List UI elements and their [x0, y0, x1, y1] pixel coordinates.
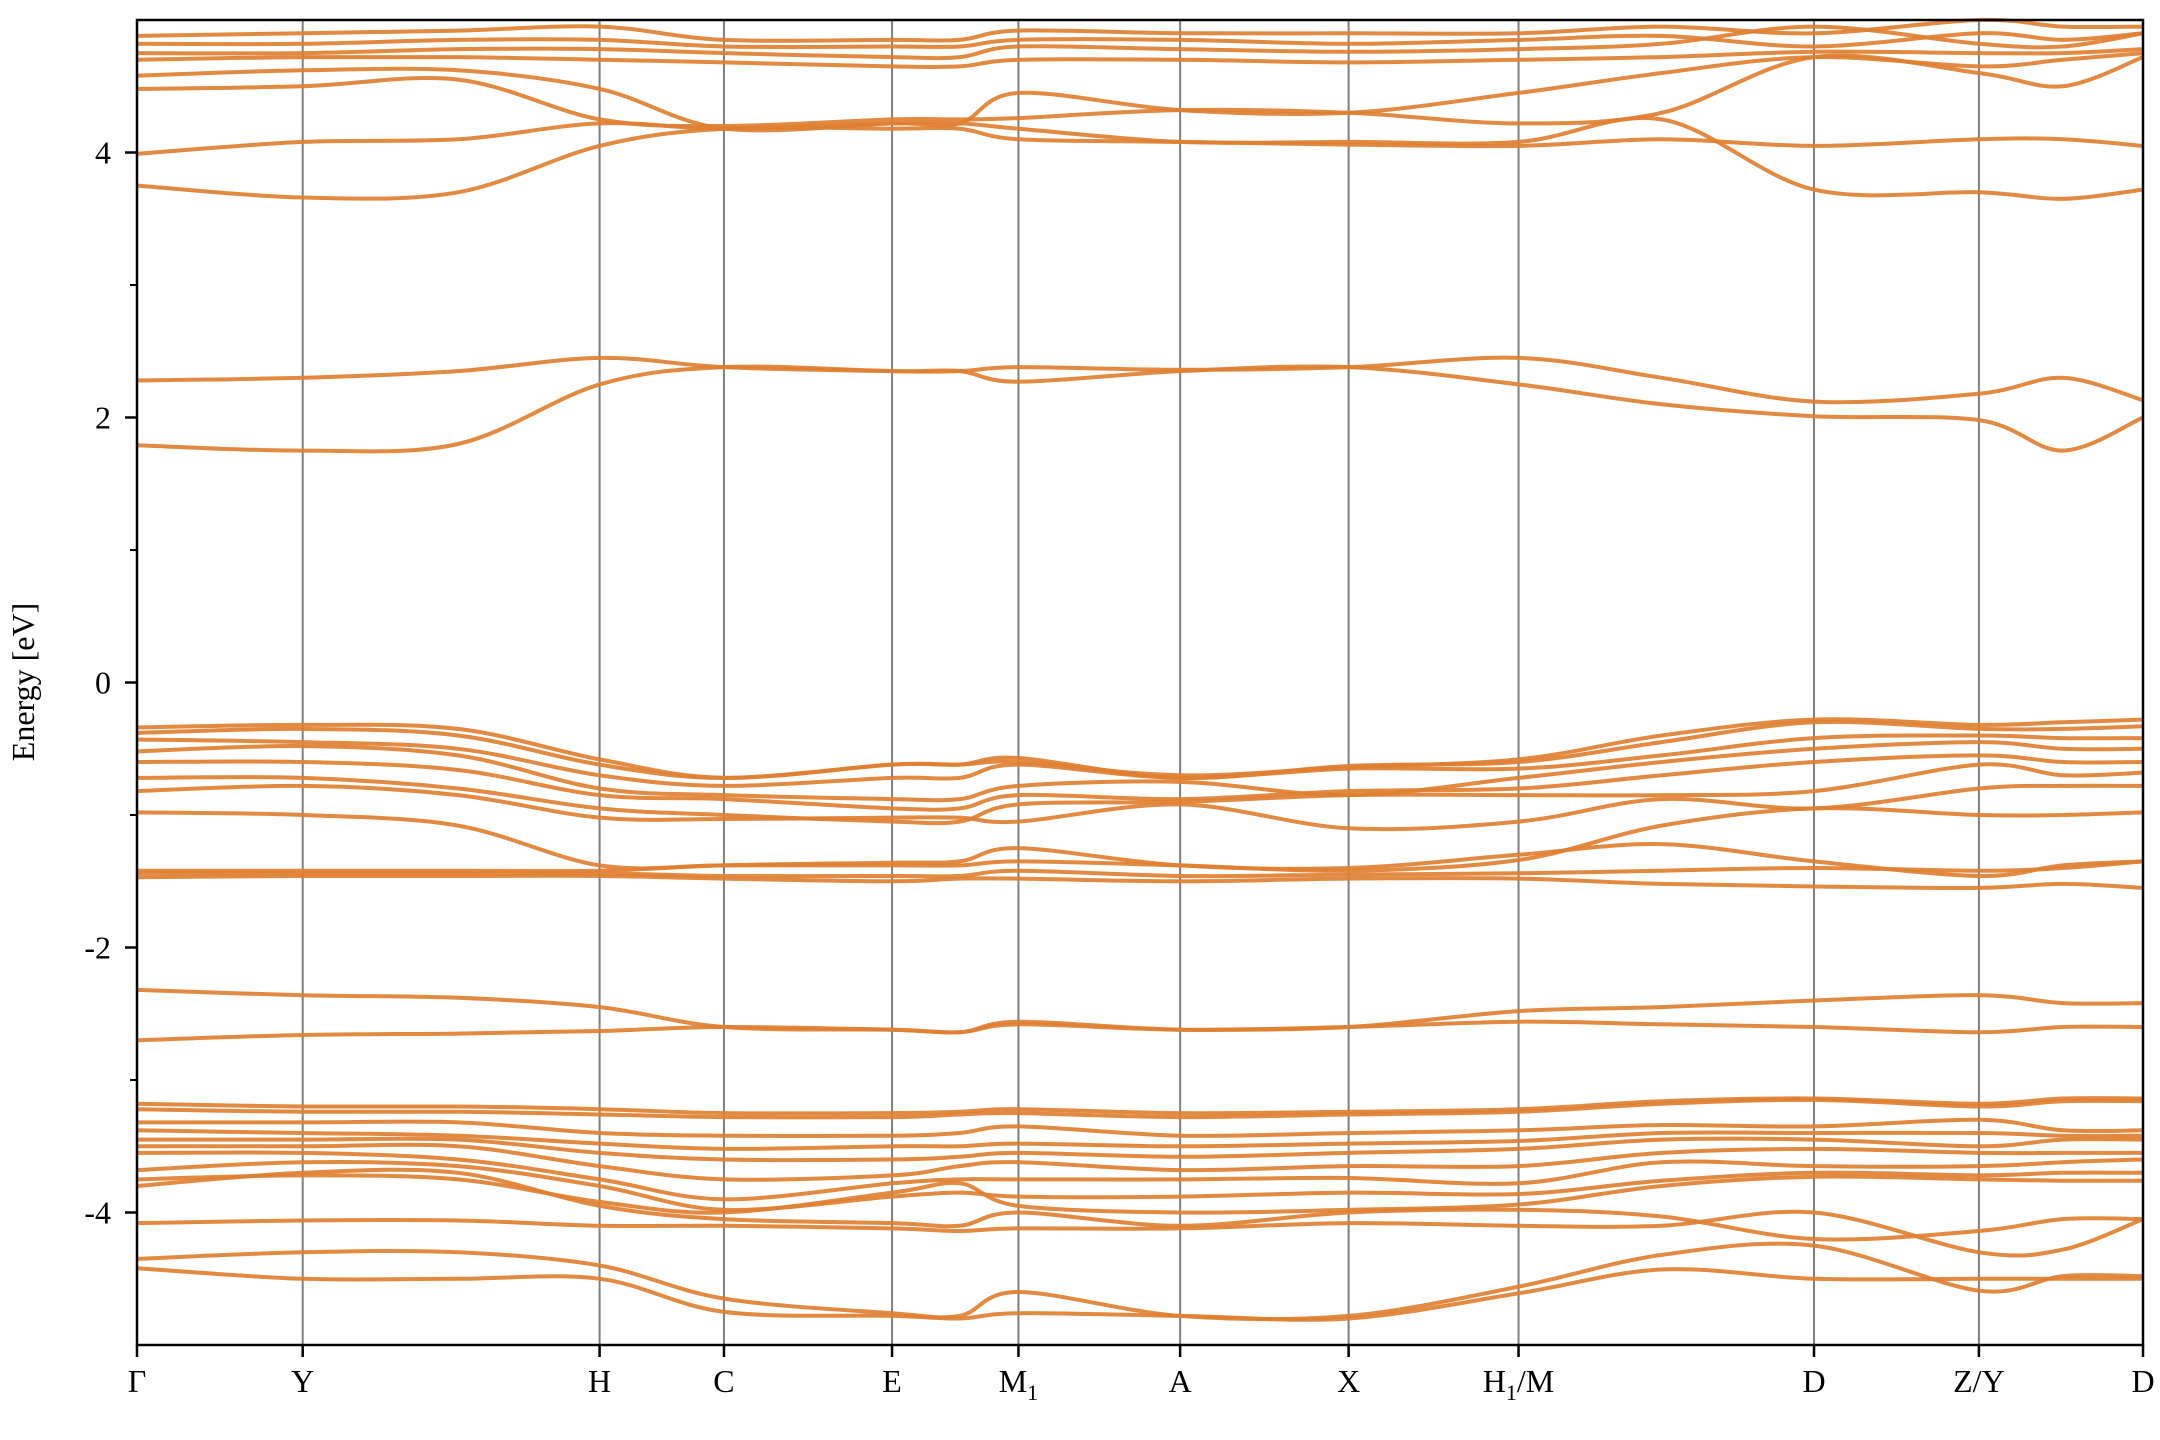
band-line-11: [136, 1097, 2144, 1120]
band-line-16: [137, 859, 2144, 879]
band-line-10: [136, 1117, 2144, 1138]
y-tick-label: 4: [95, 135, 111, 171]
k-point-label: X: [1337, 1363, 1360, 1399]
high-symmetry-lines: [301, 20, 1980, 1345]
k-point-label: M1: [999, 1363, 1038, 1405]
band-lines: [136, 17, 2144, 1322]
band-line-12: [136, 1096, 2144, 1116]
band-line-0: [136, 1266, 2143, 1322]
band-line-7: [136, 1142, 2143, 1182]
band-line-9: [136, 1128, 2144, 1151]
k-point-label: Γ: [128, 1363, 147, 1399]
k-point-label: Y: [291, 1363, 314, 1399]
band-line-30: [136, 53, 2144, 129]
k-point-label: A: [1169, 1363, 1192, 1399]
k-point-label: H1/M: [1483, 1363, 1554, 1405]
y-axis-title: Energy [eV]: [5, 603, 41, 761]
band-line-25: [136, 717, 2144, 780]
band-line-22: [136, 740, 2144, 803]
band-line-26: [136, 364, 2144, 454]
k-point-label: C: [713, 1363, 734, 1399]
y-axis-ticks: -4 -2 0 2 4: [84, 135, 137, 1231]
y-tick-label: 0: [95, 665, 111, 701]
k-point-label: Z/Y: [1953, 1363, 2005, 1399]
band-line-35: [136, 17, 2144, 43]
band-line-15: [136, 873, 2144, 890]
band-line-13: [136, 1019, 2144, 1043]
band-line-6: [136, 1150, 2144, 1202]
band-line-28: [136, 125, 2144, 201]
band-line-17: [137, 842, 2144, 879]
band-line-19: [136, 783, 2144, 832]
band-line-32: [136, 47, 2144, 70]
x-axis-ticks: Γ Y H C E M1 A X H1/M D Z/Y D: [128, 1345, 2155, 1405]
y-tick-label: -2: [84, 930, 111, 966]
y-tick-label: -4: [84, 1195, 111, 1231]
band-line-14: [136, 987, 2144, 1035]
k-point-label: E: [882, 1363, 902, 1399]
band-line-5: [136, 1159, 2144, 1212]
k-point-label: H: [588, 1363, 611, 1399]
k-point-label: D: [2131, 1363, 2154, 1399]
band-line-31: [136, 51, 2144, 133]
band-line-34: [136, 31, 2144, 49]
band-line-3: [136, 1167, 2144, 1242]
band-line-8: [137, 1136, 2144, 1163]
band-line-2: [136, 1209, 2144, 1258]
band-line-33: [136, 24, 2144, 61]
band-line-20: [136, 762, 2144, 826]
band-line-1: [136, 1241, 2144, 1322]
y-tick-label: 2: [95, 400, 111, 436]
band-line-4: [136, 1173, 2144, 1215]
band-line-27: [136, 355, 2144, 405]
band-line-21: [136, 753, 2144, 812]
band-line-29: [136, 115, 2144, 201]
k-point-label: D: [1802, 1363, 1825, 1399]
